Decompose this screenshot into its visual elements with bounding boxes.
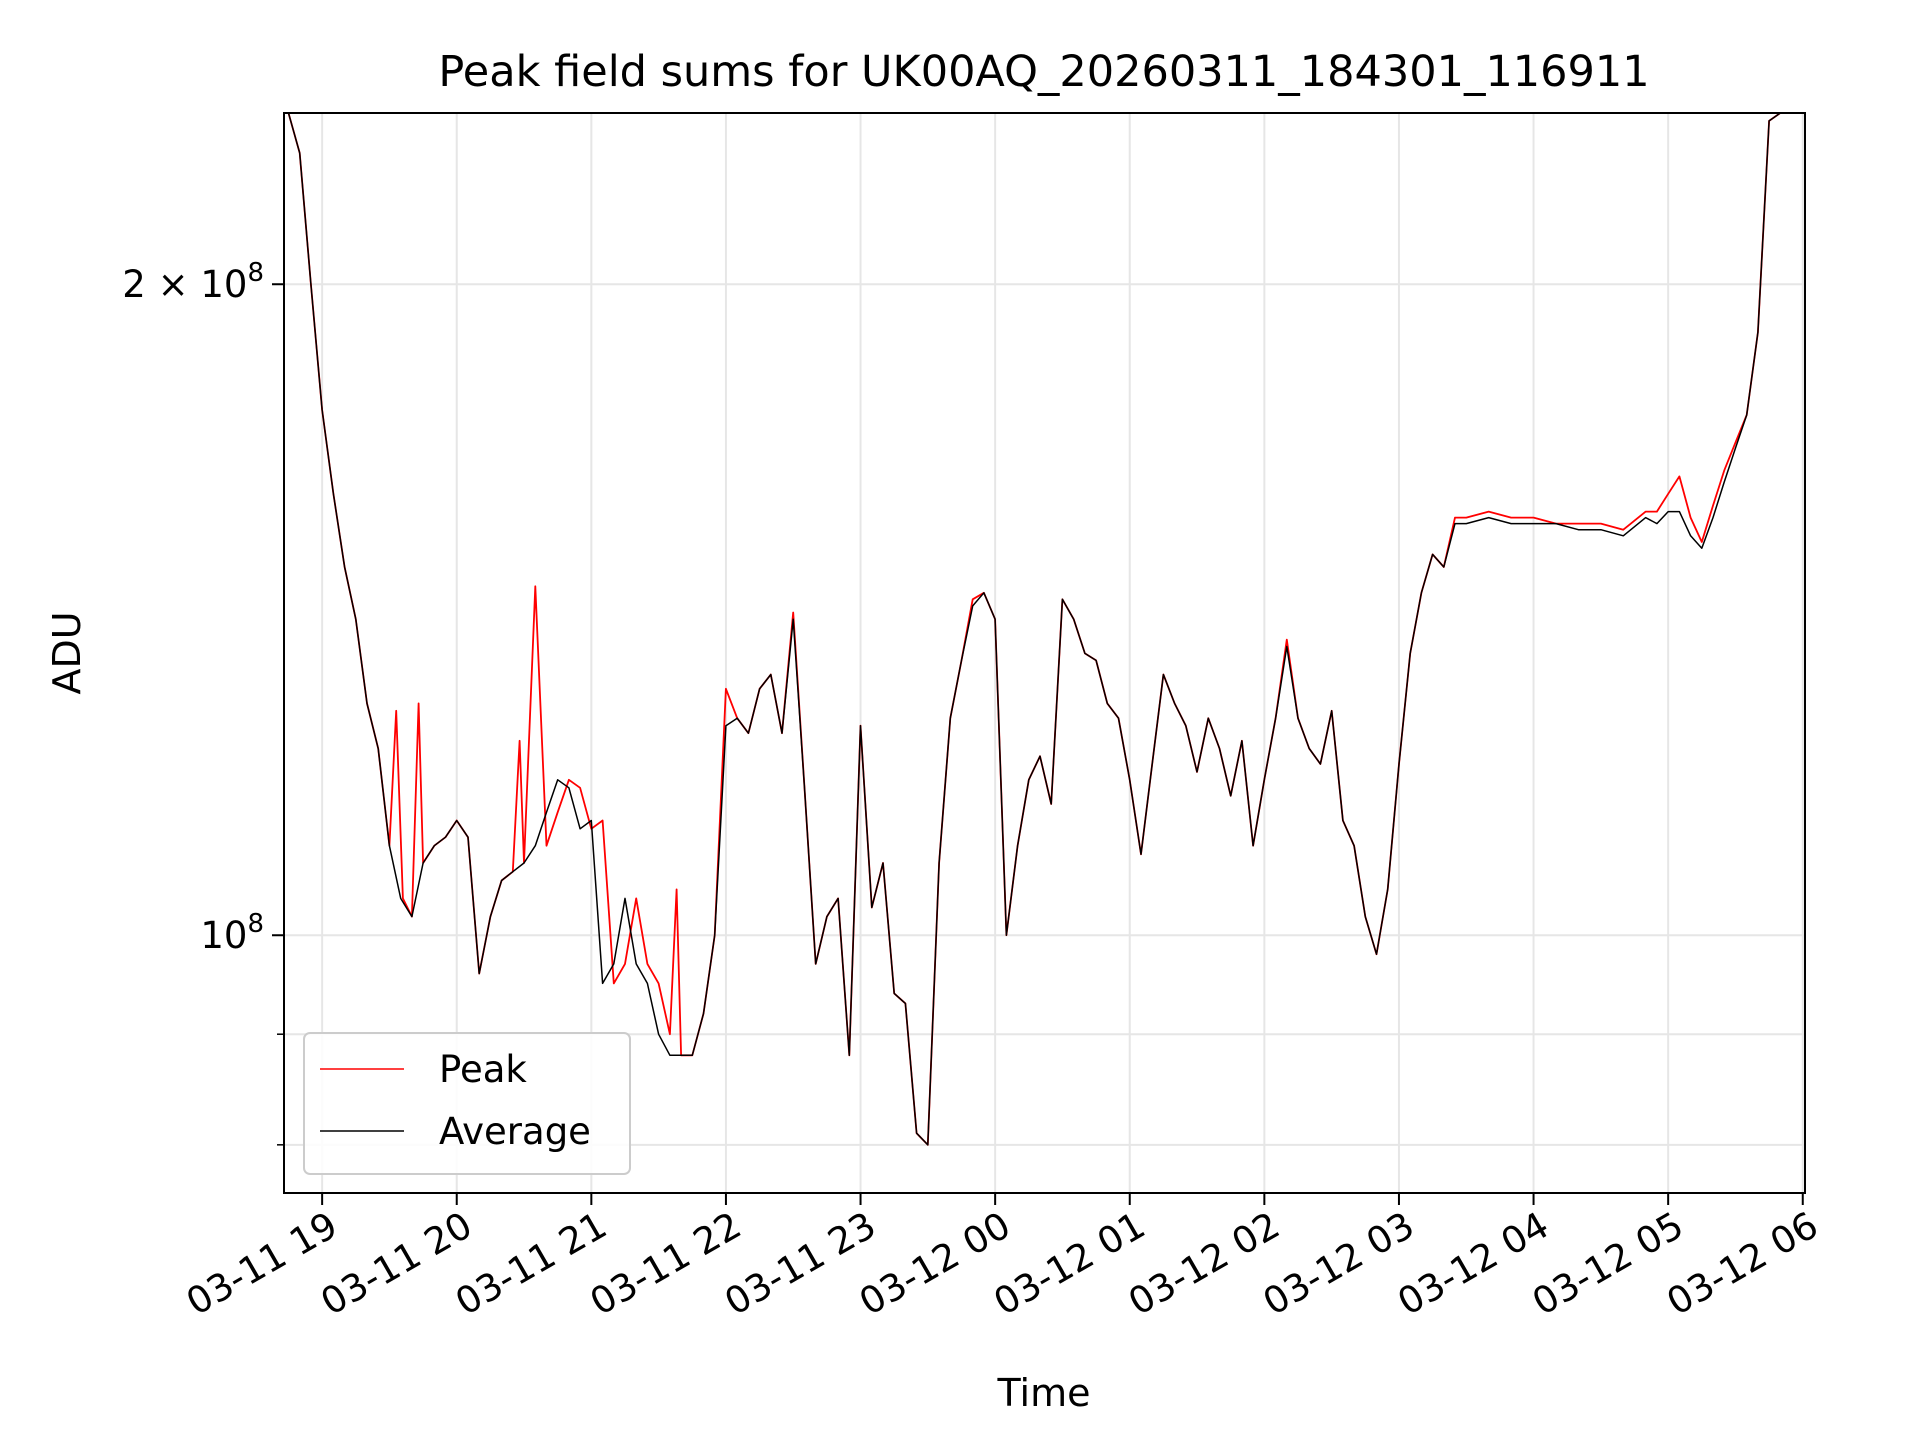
legend: Peak Average bbox=[303, 1032, 631, 1175]
x-axis-label: Time bbox=[997, 1371, 1091, 1415]
legend-label-peak: Peak bbox=[439, 1048, 527, 1091]
y-axis-label: ADU bbox=[45, 611, 89, 694]
series-line-average bbox=[287, 113, 1781, 1146]
y-axis-ticks: 108 2 × 108 bbox=[122, 258, 284, 1146]
plot-frame bbox=[283, 112, 1806, 1194]
series-layer bbox=[287, 113, 1781, 1146]
y-tick-label: 2 × 108 bbox=[122, 258, 264, 306]
chart-title: Peak field sums for UK00AQ_20260311_1843… bbox=[438, 47, 1649, 97]
legend-label-average: Average bbox=[439, 1110, 591, 1153]
y-tick-label: 108 bbox=[200, 909, 264, 957]
